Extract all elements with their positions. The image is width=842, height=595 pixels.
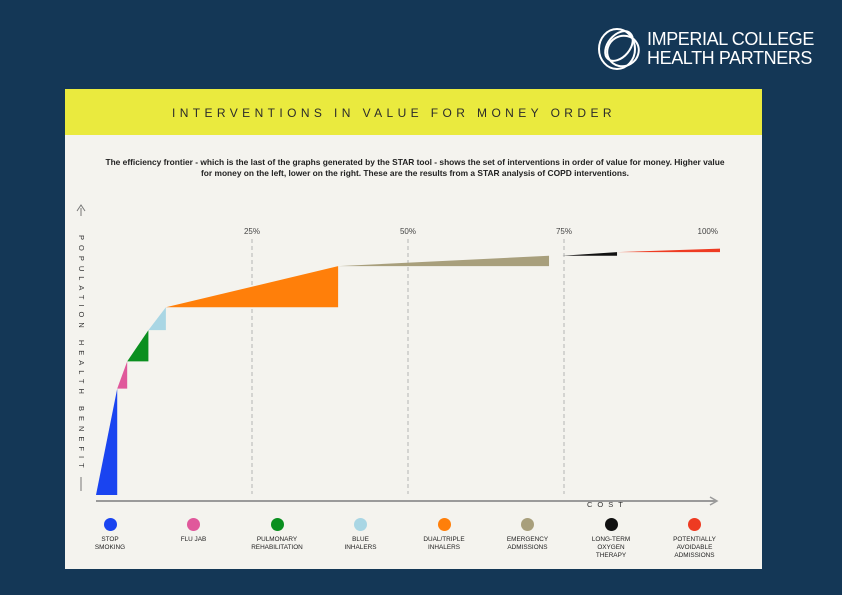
area-segment xyxy=(165,266,339,308)
legend-label: POTENTIALLY AVOIDABLE ADMISSIONS xyxy=(660,536,730,560)
orange-dot-icon xyxy=(437,518,451,531)
area-segment xyxy=(617,248,720,253)
green-dot-icon xyxy=(270,518,284,531)
legend-label-line: INHALERS xyxy=(344,544,377,551)
red-dot-icon xyxy=(688,518,701,531)
legend-label-line: REHABILITATION xyxy=(251,544,303,551)
legend-label-line: OXYGEN xyxy=(597,544,625,551)
efficiency-frontier-chart: 25% 50% 75% 100% POPULATION HEALTH BENEFIT … xyxy=(76,204,720,509)
area-segment xyxy=(117,361,128,389)
legend-label: STOP SMOKING xyxy=(75,536,145,552)
legend-label-line: PULMONARY xyxy=(256,536,298,543)
y-axis: POPULATION HEALTH BENEFIT xyxy=(76,204,86,491)
legend-label-line: STOP xyxy=(101,536,119,543)
x-tick-labels: 25% 50% 75% 100% xyxy=(244,227,718,236)
legend-label: BLUE INHALERS xyxy=(326,536,396,552)
title-banner: INTERVENTIONS IN VALUE FOR MONEY ORDER xyxy=(65,89,762,135)
pink-dot-icon xyxy=(187,518,200,531)
grid-lines xyxy=(251,239,565,494)
khaki-dot-icon xyxy=(521,518,534,531)
legend-item: POTENTIALLY AVOIDABLE ADMISSIONS xyxy=(660,513,730,560)
area-segment xyxy=(338,255,550,267)
logo-text: IMPERIAL COLLEGE HEALTH PARTNERS xyxy=(647,30,814,68)
legend-label-line: ADMISSIONS xyxy=(507,544,548,551)
legend-label-line: AVOIDABLE xyxy=(676,544,713,551)
legend-label-line: ADMISSIONS xyxy=(674,552,715,559)
legend-label: FLU JAB xyxy=(159,536,229,544)
imperial-college-health-partners-logo: IMPERIAL COLLEGE HEALTH PARTNERS xyxy=(597,24,814,74)
legend-label-line: BLUE xyxy=(352,536,369,543)
legend-label-line: THERAPY xyxy=(595,552,627,559)
logo-line-1: IMPERIAL COLLEGE xyxy=(647,29,814,49)
area-segment xyxy=(562,252,618,256)
legend-item: FLU JAB xyxy=(159,513,229,544)
y-axis-label: POPULATION HEALTH BENEFIT xyxy=(77,235,86,473)
x-tick-label: 25% xyxy=(244,227,260,236)
legend-label-line: LONG-TERM xyxy=(591,536,631,543)
legend-item: DUAL/TRIPLE INHALERS xyxy=(409,513,479,552)
legend-label: LONG-TERM OXYGEN THERAPY xyxy=(576,536,646,560)
legend-item: PULMONARY REHABILITATION xyxy=(242,513,312,552)
legend-label-line: SMOKING xyxy=(94,544,126,551)
logo-line-2: HEALTH PARTNERS xyxy=(647,48,813,68)
interlocking-rings-icon xyxy=(598,28,640,70)
chart-description: The efficiency frontier - which is the l… xyxy=(105,157,725,178)
legend-label-line: FLU JAB xyxy=(180,536,207,543)
x-axis-label: COST xyxy=(587,500,628,509)
legend-label-line: INHALERS xyxy=(428,544,460,551)
legend-label: DUAL/TRIPLE INHALERS xyxy=(409,536,479,552)
x-tick-label: 50% xyxy=(400,227,416,236)
legend-label-line: EMERGENCY xyxy=(506,536,549,543)
area-segment xyxy=(148,307,166,331)
legend-item: BLUE INHALERS xyxy=(326,513,396,552)
x-tick-label: 75% xyxy=(556,227,572,236)
legend-label: PULMONARY REHABILITATION xyxy=(242,536,312,552)
x-tick-label: 100% xyxy=(698,227,718,236)
legend-item: LONG-TERM OXYGEN THERAPY xyxy=(576,513,646,560)
legend-item: STOP SMOKING xyxy=(75,513,145,552)
light-blue-dot-icon xyxy=(354,518,367,531)
legend-label-line: DUAL/TRIPLE xyxy=(423,536,465,543)
black-dot-icon xyxy=(604,518,618,531)
slide-card: INTERVENTIONS IN VALUE FOR MONEY ORDER T… xyxy=(65,89,762,569)
area-segment xyxy=(96,388,118,495)
legend-label-line: POTENTIALLY xyxy=(673,536,716,543)
slide-title: INTERVENTIONS IN VALUE FOR MONEY ORDER xyxy=(172,106,616,120)
chart-legend: STOP SMOKING FLU JAB PULMONARY REHABILITATIO… xyxy=(65,513,762,569)
legend-label: EMERGENCY ADMISSIONS xyxy=(493,536,563,552)
area-segment xyxy=(127,330,149,362)
blue-dot-icon xyxy=(103,518,117,531)
x-axis: COST xyxy=(96,496,719,509)
legend-item: EMERGENCY ADMISSIONS xyxy=(493,513,563,552)
